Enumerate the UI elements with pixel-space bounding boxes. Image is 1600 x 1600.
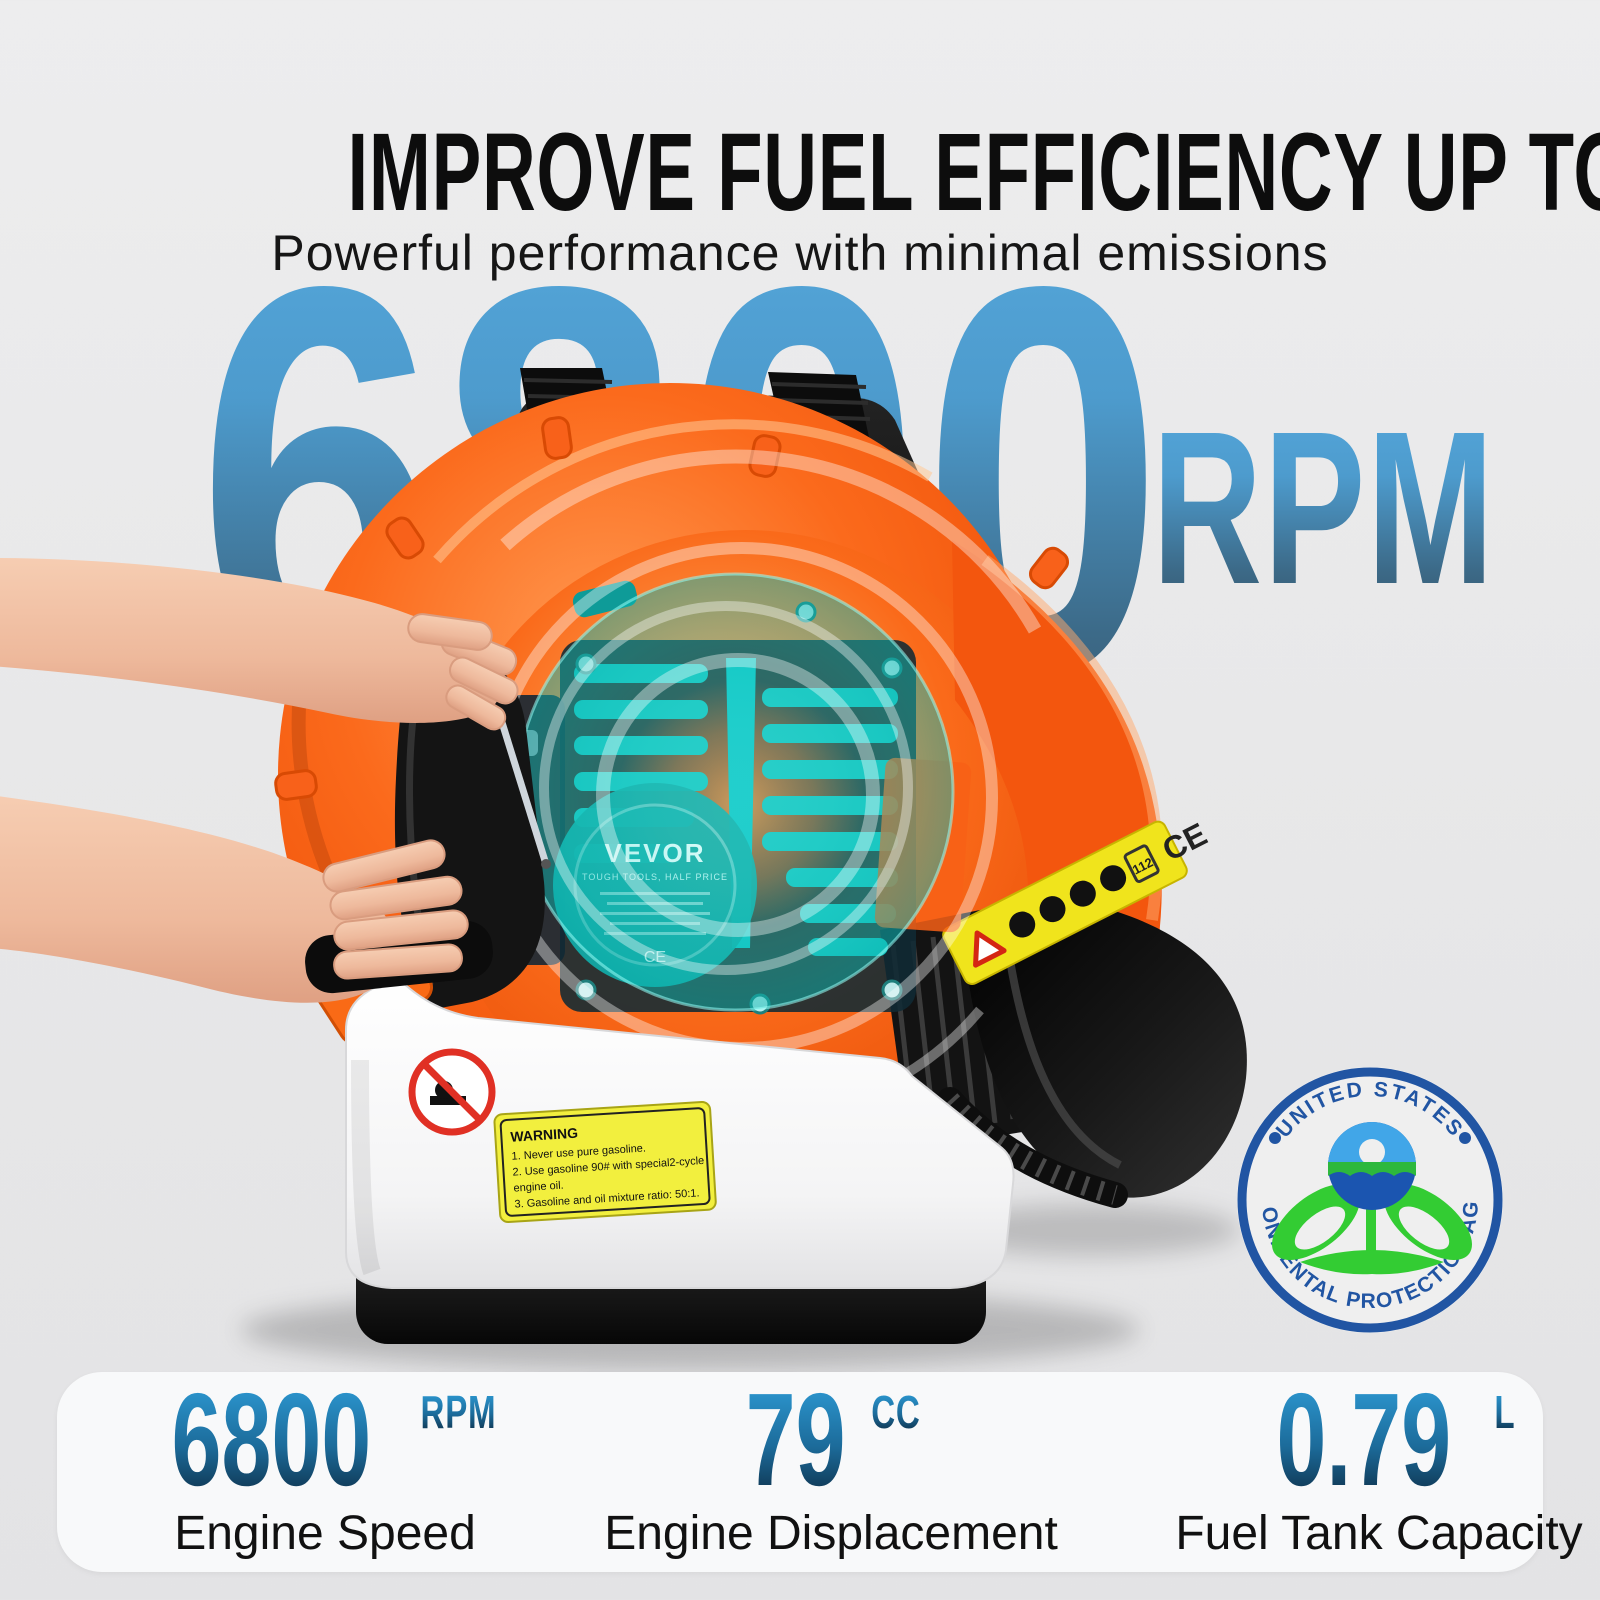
page-title: IMPROVE FUEL EFFICIENCY UP TO 20% <box>0 118 1600 228</box>
housing-rim-tabs <box>274 416 1070 801</box>
warning-label: WARNING 1. Never use pure gasoline. 2. U… <box>493 1100 717 1224</box>
stat-value: 6800 <box>171 1366 372 1513</box>
stat-engine-displacement: 79 CC Engine Displacement <box>604 1372 1058 1572</box>
epa-flower <box>1272 1122 1472 1275</box>
stat-engine-speed: 6800 RPM Engine Speed <box>125 1372 526 1572</box>
stat-label: Fuel Tank Capacity <box>1175 1507 1583 1560</box>
upper-hand <box>0 558 519 731</box>
stat-unit: L <box>1493 1386 1515 1438</box>
stat-value: 79 <box>745 1366 846 1513</box>
blower-tube: 112 CE <box>880 540 1247 1208</box>
stats-panel: 6800 RPM Engine Speed 79 CC Engine Displ… <box>57 1372 1583 1572</box>
hero-rpm-unit: RPM <box>1152 387 1496 630</box>
stat-fuel-tank-capacity: 0.79 L Fuel Tank Capacity <box>1175 1372 1582 1572</box>
page-title-text: IMPROVE FUEL EFFICIENCY UP TO 20% <box>347 111 1600 234</box>
stat-label: Engine Speed <box>174 1507 476 1560</box>
stat-unit: RPM <box>420 1386 496 1438</box>
stat-unit: CC <box>871 1386 921 1438</box>
stat-value: 0.79 <box>1276 1366 1451 1513</box>
stat-label: Engine Displacement <box>604 1507 1058 1560</box>
warning-title: WARNING <box>510 1125 579 1145</box>
no-smoking-icon <box>408 1048 496 1136</box>
fuel-tank: WARNING 1. Never use pure gasoline. 2. U… <box>311 927 1015 1289</box>
lower-hand <box>0 796 493 1003</box>
screwdriver <box>496 714 551 869</box>
page-subtitle: Powerful performance with minimal emissi… <box>271 225 1329 281</box>
svg-text:engine oil.: engine oil. <box>513 1180 564 1195</box>
